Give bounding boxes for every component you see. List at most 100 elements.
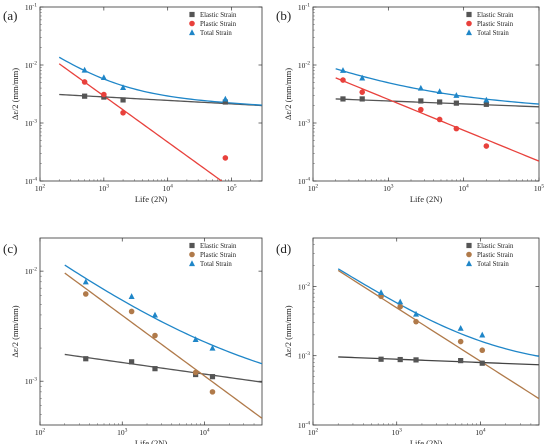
legend-marker [189,242,195,249]
x-tick-label: 105 [534,184,545,194]
data-point-circle [101,91,107,98]
fit-curve-total [335,68,539,105]
data-point-circle [209,389,216,395]
data-point-square [120,97,126,103]
data-point-triangle [151,311,158,318]
data-point-square [453,100,459,106]
y-axis-label: Δε/2 (mm/mm) [10,68,20,120]
y-tick-label: 10-4 [25,177,37,187]
legend-label: Elastic Strain [477,12,514,19]
x-tick-label: 102 [308,184,319,194]
legend-label: Plastic Strain [200,21,237,28]
y-tick-label: 10-4 [298,177,310,187]
legend-marker [189,11,195,18]
data-point-triangle [359,74,366,81]
legend-marker [466,242,472,249]
legend-label: Total Strain [200,30,232,37]
legend-marker [466,20,472,27]
legend-label: Total Strain [200,261,232,268]
plot-frame [312,237,540,426]
panel-label: (b) [276,8,291,23]
data-point-triangle [457,324,464,331]
legend-label: Plastic Strain [477,21,514,28]
plot-frame [312,6,540,182]
x-tick-label: 102 [35,184,46,194]
data-point-square [483,101,489,107]
data-point-triangle [81,66,88,73]
y-tick-label: 10-2 [298,282,310,292]
data-point-circle [483,143,490,149]
x-tick-label: 104 [163,184,174,194]
y-tick-label: 10-2 [25,61,37,71]
data-point-triangle [339,67,346,73]
y-axis-label: Δε/2 (mm/mm) [283,305,293,357]
data-point-triangle [397,298,404,305]
x-axis-label: Life (2N) [135,438,168,444]
data-point-triangle [483,96,490,103]
data-point-triangle [378,289,385,296]
data-point-square [479,360,485,366]
fit-curve-total [337,268,539,357]
legend-label: Elastic Strain [200,12,237,19]
legend-marker [466,11,472,18]
data-point-square [83,356,89,362]
legend-marker [189,20,195,27]
x-axis-label: Life (2N) [410,438,443,444]
data-point-circle [457,338,464,345]
y-axis-label: Δε/2 (mm/mm) [283,68,293,120]
data-point-triangle [417,84,424,91]
data-point-square [152,366,158,372]
legend-marker [189,29,195,36]
chart-panel-c: (c) 102 103 104 10-3 10-2 Life (2N) Δε/2 (mm/mm… [3,237,263,444]
x-axis-label: Life (2N) [410,194,443,204]
legend-marker [466,251,472,258]
y-tick-label: 10-1 [25,3,37,13]
y-axis-label: Δε/2 (mm/mm) [10,305,20,357]
data-point-triangle [192,336,199,342]
x-tick-label: 105 [226,184,237,194]
data-point-circle [397,303,404,310]
data-point-circle [120,109,126,116]
fit-curve-total [58,56,262,106]
panel-label: (a) [3,8,17,23]
data-point-circle [152,332,158,339]
y-tick-label: 10-3 [298,351,310,361]
data-point-circle [479,347,486,354]
data-point-square [129,359,135,365]
x-tick-label: 103 [383,184,394,194]
legend-label: Plastic Strain [200,252,237,259]
y-tick-label: 10-3 [25,377,37,387]
data-point-square [222,99,228,105]
data-point-square [359,96,365,102]
x-tick-label: 103 [99,184,110,194]
panel-label: (c) [3,241,17,256]
fit-curve-elastic_line_dark [338,356,539,366]
data-point-circle [453,125,460,132]
data-point-circle [340,77,346,83]
data-point-square [413,357,419,363]
plot-frame [39,6,263,182]
data-point-square [418,98,424,104]
data-point-triangle [413,310,420,317]
data-point-square [209,374,216,380]
x-tick-label: 103 [392,428,403,438]
data-point-triangle [82,278,89,285]
x-tick-label: 103 [117,428,128,438]
data-point-circle [82,291,89,297]
y-tick-label: 10-2 [25,267,37,277]
fit-curve-elastic [59,93,262,107]
data-point-square [340,96,346,102]
y-tick-label: 10-1 [298,3,310,13]
x-tick-label: 104 [475,428,486,438]
x-axis-label: Life (2N) [135,194,168,204]
y-tick-label: 10-3 [25,119,37,129]
fit-curve-total [64,264,262,365]
data-point-circle [192,369,199,376]
data-point-circle [418,106,424,113]
data-point-circle [413,318,419,325]
legend-marker [189,260,195,267]
data-point-circle [359,89,366,95]
data-point-triangle [100,74,107,81]
data-point-square [397,356,403,363]
